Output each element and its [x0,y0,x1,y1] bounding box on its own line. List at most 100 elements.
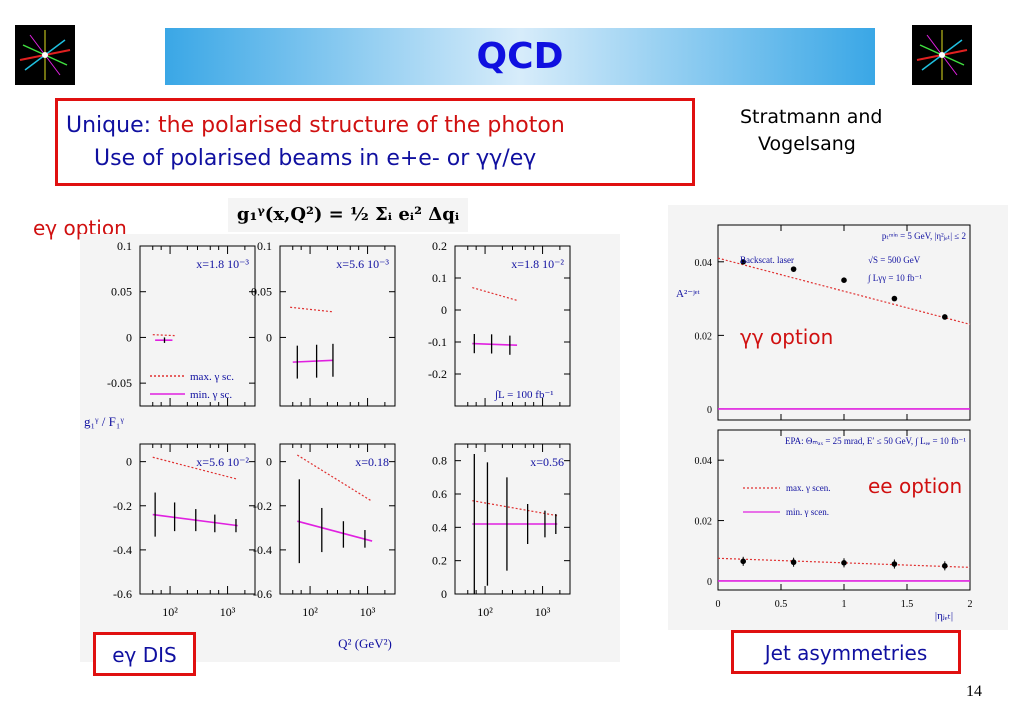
y-tick-label: 0.8 [432,454,447,468]
y-tick-label: 0.04 [695,456,713,467]
author-credit: Stratmann and Vogelsang [740,104,940,158]
ee-option-label: ee option [868,474,963,498]
panel-header: EPA: Θₘₐₓ = 25 mrad, E′ ≤ 50 GeV, ∫ Lₑₑ … [785,436,966,447]
y-tick-label: 0.02 [695,331,713,342]
data-point [790,266,797,272]
x-tick-label: 10³ [535,605,551,619]
left-plot-svg: 0.1 0.05 0 -0.05 x=1.8 10⁻³ 0.1 0.05 0 x=5.6 10⁻… [84,239,571,651]
y-axis-label: A²⁻ʲᵉᵗ [676,288,700,300]
y-tick-label: 0 [266,330,272,344]
y-tick-label: 0 [707,405,712,416]
x-tick-label: 10² [162,605,178,619]
panel-x-label: x=1.8 10⁻³ [196,257,249,271]
legend-label: min. γ sc. [190,389,232,401]
intro-line-2: Use of polarised beams in e+e- or γγ/eγ [94,146,537,171]
data-point [891,561,898,567]
intro-line-1: Unique: the polarised structure of the p… [66,113,565,138]
legend-label: max. γ sc. [190,371,234,383]
event-display-logo-left [15,25,75,85]
y-tick-label: 0 [266,455,272,469]
panel-x-label: x=0.18 [355,455,389,469]
legend-label: min. γ scen. [786,507,829,517]
y-tick-label: -0.2 [428,367,447,381]
y-tick-label: 0 [707,577,712,588]
panel-x-label: x=5.6 10⁻³ [336,257,389,271]
panel-note: √S = 500 GeV [868,255,921,265]
x-tick-label: 10² [302,605,318,619]
y-tick-label: 0.1 [117,239,132,253]
y-tick-label: -0.4 [113,543,132,557]
x-tick-label: 2 [968,599,973,610]
panel-x-label: x=5.6 10⁻² [196,455,249,469]
egamma-dis-box: eγ DIS [93,632,196,676]
panel-note: ∫ Lγγ = 10 fb⁻¹ [867,273,922,284]
y-tick-label: -0.4 [253,543,272,557]
max-curve [717,257,971,325]
min-curve [292,359,333,363]
y-tick-label: 0.02 [695,517,713,528]
y-tick-label: -0.2 [253,499,272,513]
y-tick-label: 0 [126,330,132,344]
data-point [942,563,948,569]
formula: g₁ᵞ(x,Q²) = ½ Σᵢ eᵢ² Δqᵢ [228,198,468,232]
legend-label: max. γ scen. [786,483,830,493]
y-tick-label: -0.1 [428,335,447,349]
intro-prefix: Unique: [66,113,159,138]
title-bar: QCD [165,28,875,85]
max-curve [296,454,373,502]
y-tick-label: 0.04 [695,258,713,269]
x-tick-label: 10³ [360,605,376,619]
data-point [942,314,948,320]
x-axis-label: Q² (GeV²) [338,636,392,651]
credit-line-2: Vogelsang [758,133,856,155]
panel-note: Backscat. laser [740,255,794,265]
data-point [891,295,898,302]
page-number: 14 [966,683,982,700]
min-curve [297,520,373,542]
event-display-logo-right [912,25,972,85]
max-curve [152,456,238,480]
y-tick-label: -0.6 [253,587,272,601]
y-tick-label: 0 [126,455,132,469]
y-tick-label: 0.1 [432,271,447,285]
y-tick-label: 0.2 [432,239,447,253]
max-curve [290,306,334,313]
data-point [740,558,746,565]
intro-box: Unique: the polarised structure of the p… [55,98,695,186]
panel-x-label: x=1.8 10⁻² [511,257,564,271]
egamma-dis-label: eγ DIS [112,643,177,667]
y-tick-label: -0.05 [107,376,132,390]
gammagamma-option-label: γγ option [740,325,834,349]
y-axis-label: g₁ᵞ / F₁ᵞ [84,414,124,429]
right-plot-panel: 0.04 0.02 0 pₜᵐⁱⁿ = 5 GeV, |η²ⱼₑₜ| ≤ 2 Backs… [668,205,1008,630]
x-axis-label: |ηⱼₑₜ| [935,610,953,622]
data-point [790,559,797,566]
luminosity-annotation: ∫L = 100 fb⁻¹ [494,389,554,401]
max-curve [152,334,175,337]
y-tick-label: 0.05 [111,285,132,299]
panel-x-label: x=0.56 [530,455,564,469]
y-tick-label: 0.1 [257,239,272,253]
max-curve [472,287,518,301]
y-tick-label: -0.6 [113,587,132,601]
y-tick-label: 0 [441,587,447,601]
jet-asymmetries-box: Jet asymmetries [731,630,961,674]
y-tick-label: -0.2 [113,499,132,513]
y-tick-label: 0.6 [432,487,447,501]
x-tick-label: 0.5 [775,599,788,610]
data-point [841,560,847,566]
panel-header: pₜᵐⁱⁿ = 5 GeV, |η²ⱼₑₜ| ≤ 2 [882,231,966,241]
y-tick-label: 0.4 [432,520,447,534]
x-tick-label: 1.5 [901,599,914,610]
data-point [740,258,746,265]
data-point [841,277,847,283]
x-tick-label: 10³ [220,605,236,619]
x-tick-label: 0 [716,599,721,610]
slide-title: QCD [476,36,564,77]
x-tick-label: 10² [477,605,493,619]
intro-highlight: the polarised structure of the photon [158,113,565,138]
x-tick-label: 1 [842,599,847,610]
y-tick-label: 0.05 [251,285,272,299]
y-tick-label: 0.2 [432,554,447,568]
jet-asymmetries-label: Jet asymmetries [764,641,928,665]
